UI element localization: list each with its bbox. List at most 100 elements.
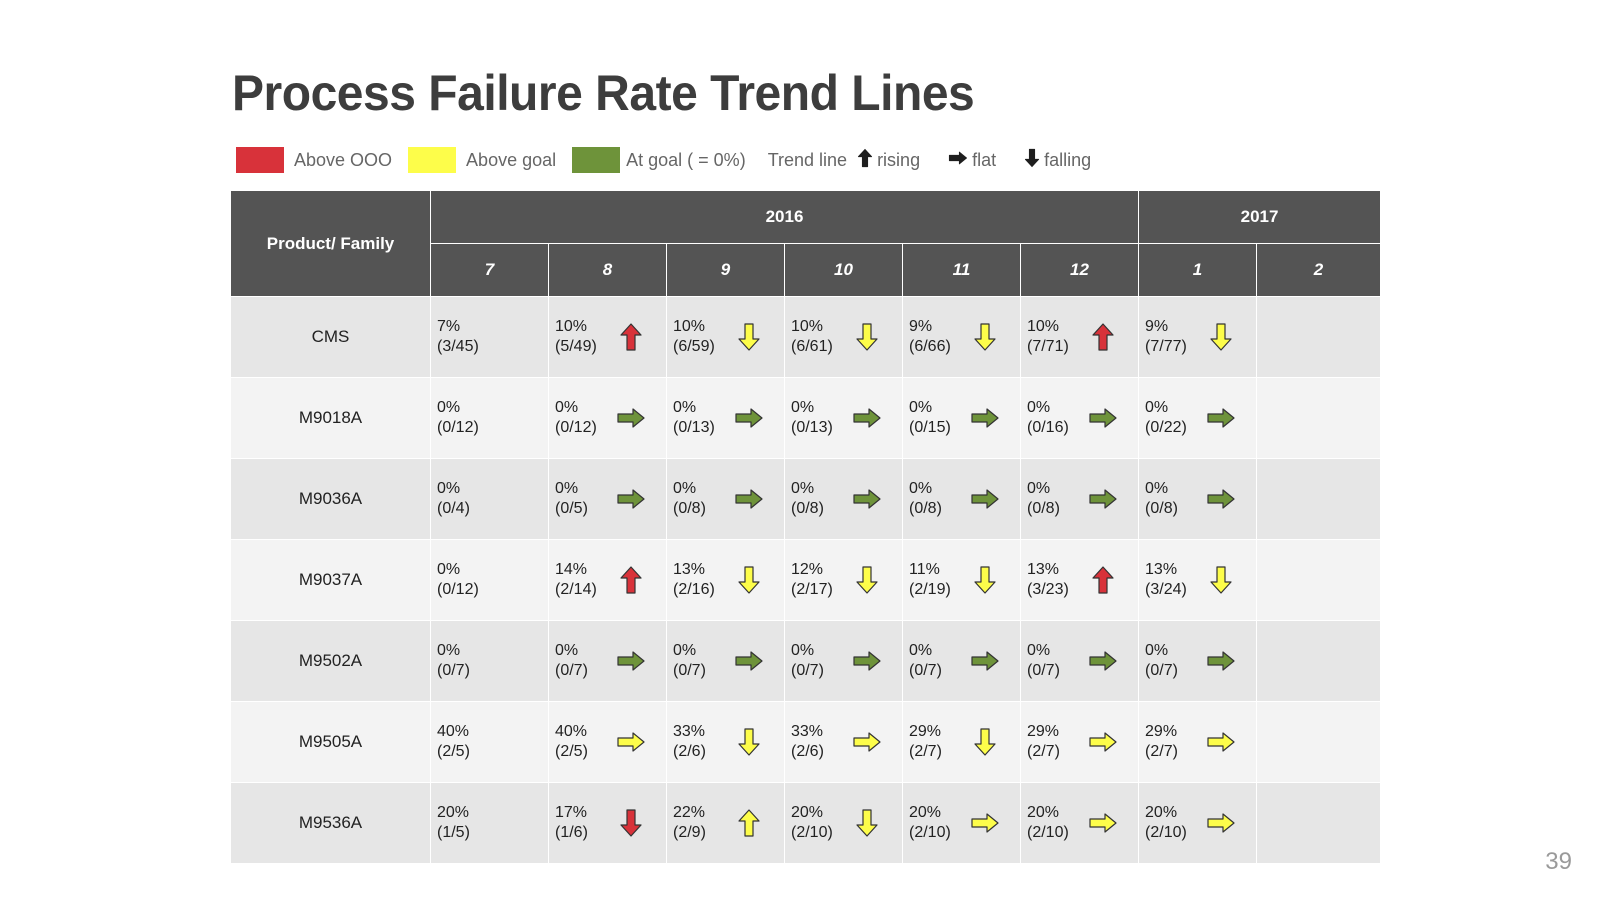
rate-cell: [1256, 458, 1382, 540]
trend-flat-green-arrow-icon: [970, 484, 1000, 514]
rate-fraction: (1/6): [555, 824, 588, 841]
month-header: 8: [548, 243, 667, 297]
rate-values: 20% (2/10): [1145, 803, 1187, 843]
month-header: 1: [1138, 243, 1258, 297]
trend-flat-green-arrow-icon: [1088, 646, 1118, 676]
rate-values: 10% (5/49): [555, 317, 597, 357]
rate-cell: 0% (0/8): [666, 458, 785, 540]
rate-fraction: (2/10): [791, 824, 833, 841]
rate-values: 0% (0/5): [555, 479, 588, 519]
rate-fraction: (2/10): [1027, 824, 1069, 841]
rate-percent: 0%: [909, 399, 933, 416]
rate-percent: 0%: [555, 480, 579, 497]
rate-cell: [1256, 539, 1382, 621]
rate-values: 33% (2/6): [673, 722, 706, 762]
rate-percent: 0%: [673, 642, 697, 659]
rate-values: 11% (2/19): [909, 560, 951, 600]
rate-percent: 0%: [909, 642, 933, 659]
rate-cell: 29% (2/7): [1019, 701, 1140, 783]
page-number: 39: [1545, 848, 1572, 875]
table-row: M9502A 0% (0/7) 0% (0/7) 0% (0/7) 0% (0/7) 0% (0/7…: [230, 620, 1382, 702]
rate-percent: 0%: [437, 480, 461, 497]
rate-values: 0% (0/13): [791, 398, 833, 438]
rate-fraction: (0/15): [909, 419, 951, 436]
trend-flat-green-arrow-icon: [734, 484, 764, 514]
rate-fraction: (3/45): [437, 338, 479, 355]
rate-cell: 0% (0/16): [1019, 377, 1140, 459]
rate-percent: 20%: [909, 804, 942, 821]
trend-falling-yellow-arrow-icon: [970, 322, 1000, 352]
rate-cell: 0% (0/7): [548, 620, 667, 702]
table-row: M9505A 40% (2/5) 40% (2/5) 33% (2/6) 33% (2/6) 29…: [230, 701, 1382, 783]
trend-flat-yellow-arrow-icon: [616, 727, 646, 757]
rate-percent: 9%: [909, 318, 933, 335]
rate-fraction: (2/7): [1145, 743, 1178, 760]
table-row: M9036A 0% (0/4) 0% (0/5) 0% (0/8) 0% (0/8) 0% (0/8…: [230, 458, 1382, 540]
rate-percent: 13%: [673, 561, 706, 578]
month-header: 2: [1256, 243, 1382, 297]
rate-cell: 0% (0/15): [902, 377, 1021, 459]
rate-percent: 13%: [1145, 561, 1178, 578]
rate-percent: 33%: [673, 723, 706, 740]
rate-values: 14% (2/14): [555, 560, 597, 600]
rate-percent: 12%: [791, 561, 824, 578]
rate-values: 29% (2/7): [1145, 722, 1178, 762]
rate-fraction: (0/16): [1027, 419, 1069, 436]
rate-values: 0% (0/22): [1145, 398, 1187, 438]
rate-cell: 0% (0/5): [548, 458, 667, 540]
month-header: 10: [784, 243, 903, 297]
rate-percent: 11%: [909, 561, 940, 578]
rate-cell: 0% (0/12): [548, 377, 667, 459]
rate-percent: 0%: [1027, 399, 1051, 416]
rate-cell: 0% (0/7): [1138, 620, 1258, 702]
rate-fraction: (0/12): [437, 419, 479, 436]
rate-cell: 10% (6/59): [666, 296, 785, 378]
rate-values: 7% (3/45): [437, 317, 479, 357]
rate-percent: 0%: [555, 399, 579, 416]
rate-fraction: (0/7): [1027, 662, 1060, 679]
product-name-cell: M9037A: [230, 539, 431, 621]
rate-fraction: (0/13): [791, 419, 833, 436]
product-name-cell: M9502A: [230, 620, 431, 702]
trend-rising-yellow-arrow-icon: [734, 808, 764, 838]
legend-rising-label: rising: [877, 149, 921, 170]
rate-values: 9% (7/77): [1145, 317, 1187, 357]
rate-percent: 33%: [791, 723, 824, 740]
product-name-cell: M9536A: [230, 782, 431, 864]
rate-values: 0% (0/13): [673, 398, 715, 438]
rate-values: 10% (7/71): [1027, 317, 1069, 357]
trend-falling-yellow-arrow-icon: [852, 322, 882, 352]
rate-percent: 14%: [555, 561, 588, 578]
rate-fraction: (6/66): [909, 338, 951, 355]
trend-rising-red-arrow-icon: [616, 322, 646, 352]
rate-fraction: (0/12): [555, 419, 597, 436]
trend-flat-green-arrow-icon: [1206, 484, 1236, 514]
rate-values: 0% (0/7): [1027, 641, 1060, 681]
legend-falling-arrow-icon: [1022, 144, 1042, 177]
rate-values: 0% (0/8): [791, 479, 824, 519]
rate-percent: 0%: [1145, 642, 1169, 659]
rate-fraction: (0/4): [437, 500, 470, 517]
rate-percent: 10%: [555, 318, 588, 335]
rate-fraction: (2/6): [673, 743, 706, 760]
product-name-cell: M9505A: [230, 701, 431, 783]
rate-cell: 9% (7/77): [1138, 296, 1258, 378]
rate-fraction: (0/8): [673, 500, 706, 517]
rate-values: 0% (0/7): [555, 641, 588, 681]
rate-percent: 0%: [1027, 642, 1051, 659]
rate-cell: 22% (2/9): [666, 782, 785, 864]
rate-percent: 0%: [791, 399, 815, 416]
trend-flat-yellow-arrow-icon: [1088, 727, 1118, 757]
rate-percent: 0%: [555, 642, 579, 659]
rate-values: 0% (0/8): [673, 479, 706, 519]
rate-cell: 9% (6/66): [902, 296, 1021, 378]
rate-percent: 0%: [1145, 480, 1169, 497]
rate-cell: 0% (0/8): [1138, 458, 1258, 540]
legend-swatch-above-goal: [408, 147, 457, 173]
rate-values: 40% (2/5): [437, 722, 470, 762]
rate-cell: 0% (0/13): [666, 377, 785, 459]
rate-cell: 0% (0/7): [784, 620, 903, 702]
legend-flat-arrow-icon: [946, 148, 970, 173]
legend: Above OOO Above goal At goal ( = 0%) Tre…: [236, 144, 1107, 176]
rate-percent: 20%: [1145, 804, 1178, 821]
